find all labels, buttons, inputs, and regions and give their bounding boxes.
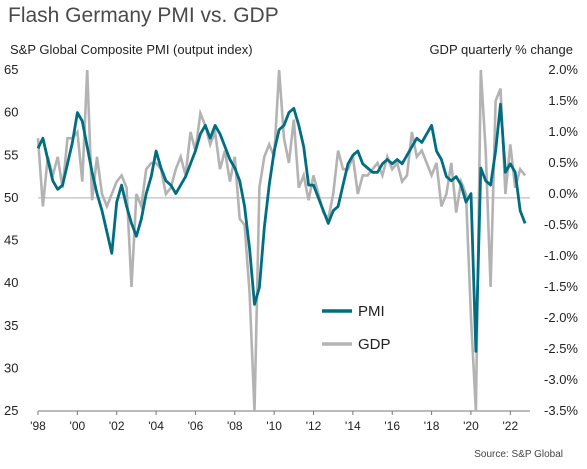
right-tick-label: 0.0% [548, 186, 578, 201]
x-tick-label: '98 [30, 419, 46, 433]
left-tick-label: 50 [4, 190, 18, 205]
x-tick-label: '06 [188, 419, 204, 433]
right-tick-label: -2.0% [544, 310, 578, 325]
x-tick-label: '10 [266, 419, 282, 433]
x-tick-label: '00 [70, 419, 86, 433]
x-tick-label: '02 [109, 419, 125, 433]
right-tick-label: -2.5% [544, 341, 578, 356]
chart-title: Flash Germany PMI vs. GDP [8, 4, 279, 27]
x-tick-label: '20 [463, 419, 479, 433]
gdp-series-line [36, 69, 527, 412]
right-tick-label: 1.0% [548, 124, 578, 139]
right-tick-label: -3.0% [544, 372, 578, 387]
x-tick-label: '18 [424, 419, 440, 433]
legend-label-gdp: GDP [358, 336, 391, 353]
legend: PMI GDP [322, 303, 391, 353]
left-tick-label: 60 [4, 105, 18, 120]
left-tick-label: 45 [4, 233, 18, 248]
left-axis-label: S&P Global Composite PMI (output index) [10, 42, 253, 57]
right-tick-label: 0.5% [548, 155, 578, 170]
right-tick-label: 1.5% [548, 93, 578, 108]
left-tick-label: 65 [4, 62, 18, 77]
x-tick-label: '16 [384, 419, 400, 433]
right-tick-label: -1.0% [544, 248, 578, 263]
axes-group: 65 60 55 50 45 40 35 30 25 2.0% 1.5% 1.0% 0.5% 0.0% -0… [4, 62, 578, 433]
right-tick-label: -0.5% [544, 217, 578, 232]
x-tick-label: '22 [502, 419, 518, 433]
x-tick-label: '04 [148, 419, 164, 433]
left-tick-label: 40 [4, 275, 18, 290]
right-tick-label: -3.5% [544, 403, 578, 418]
pmi-series-line [36, 102, 527, 353]
legend-label-pmi: PMI [358, 303, 385, 320]
right-tick-label: 2.0% [548, 62, 578, 77]
x-tick-label: '12 [306, 419, 322, 433]
left-tick-label: 35 [4, 318, 18, 333]
x-tick-label: '14 [345, 419, 361, 433]
gdp-layer [36, 69, 527, 412]
left-tick-label: 25 [4, 403, 18, 418]
x-tick-label: '08 [227, 419, 243, 433]
left-tick-label: 55 [4, 147, 18, 162]
left-tick-label: 30 [4, 360, 18, 375]
right-axis-label: GDP quarterly % change [429, 42, 573, 57]
pmi-layer [36, 102, 527, 353]
source-note: Source: S&P Global [474, 449, 563, 460]
right-tick-label: -1.5% [544, 279, 578, 294]
